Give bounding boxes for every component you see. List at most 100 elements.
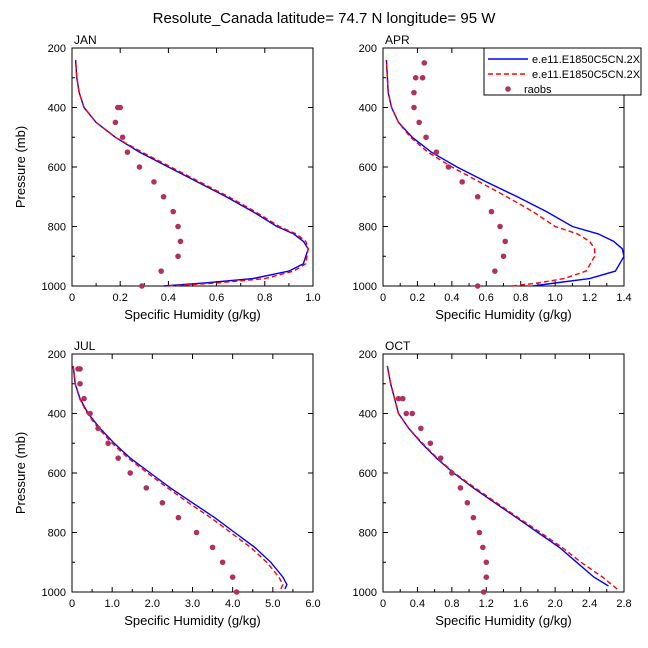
x-tick-label: 2.8 [616, 598, 631, 610]
x-tick-label: 2.0 [547, 598, 562, 610]
raobs-point [403, 410, 410, 417]
raobs-point [474, 193, 481, 200]
x-tick-label: 0.4 [444, 292, 459, 304]
y-tick-label: 400 [48, 103, 66, 115]
x-tick-label: 0.4 [410, 598, 425, 610]
y-tick-label: 400 [359, 409, 377, 421]
x-tick-label: 1.2 [582, 292, 597, 304]
x-tick-label: 0.6 [479, 292, 494, 304]
y-tick-label: 1000 [42, 587, 66, 599]
x-tick-label: 0 [380, 292, 386, 304]
x-tick-label: 1.0 [547, 292, 562, 304]
raobs-point [411, 89, 417, 96]
model-line-solid [386, 365, 609, 587]
y-tick-label: 800 [359, 528, 377, 540]
raobs-point [115, 455, 121, 461]
plot-frame [382, 353, 625, 593]
raobs-point [421, 60, 428, 66]
x-tick-label: 0.8 [513, 292, 528, 304]
legend: e.e11.E1850C5CN.2X e.e11.E1850C5CN.2X raob… [483, 47, 642, 96]
x-tick-label: 3.0 [185, 598, 200, 610]
y-tick-label: 400 [359, 103, 377, 115]
figure-title: Resolute_Canada latitude= 74.7 N longitu… [153, 10, 497, 27]
raobs-point [470, 514, 477, 521]
x-tick-label: 0 [69, 292, 75, 304]
panel-jan: JAN 0 0.2 0.4 0.6 0.8 1.0 200 400 600 800 1000 Speci… [13, 33, 321, 322]
raobs-point [483, 559, 490, 566]
raobs-point [77, 366, 83, 372]
legend-label: e.e11.E1850C5CN.2X [532, 69, 641, 81]
raobs-point [416, 119, 422, 126]
raobs-point [151, 179, 157, 185]
legend-label: raobs [524, 84, 552, 96]
y-tick-label: 800 [359, 222, 377, 234]
raobs-point [209, 544, 216, 551]
panel-label: JUL [74, 339, 96, 353]
raobs-point [433, 149, 440, 155]
raobs-point [124, 149, 131, 155]
y-tick-label: 600 [48, 162, 66, 174]
raobs-point [119, 134, 126, 141]
raobs-point [175, 223, 181, 230]
raobs-point [419, 74, 426, 81]
raobs-point [492, 268, 498, 274]
panel-label: OCT [385, 339, 411, 353]
x-tick-label: 1.0 [105, 598, 120, 610]
x-tick-label: 0.4 [161, 292, 176, 304]
legend-marker [505, 86, 511, 92]
raobs-point [87, 410, 93, 417]
raobs-point [127, 470, 134, 476]
y-tick-label: 800 [48, 528, 66, 540]
x-tick-label: 1.4 [616, 292, 631, 304]
raobs-point [95, 425, 101, 432]
y-tick-label: 200 [48, 43, 66, 55]
x-axis-label: Specific Humidity (g/kg) [435, 613, 572, 628]
panels: JAN 0 0.2 0.4 0.6 0.8 1.0 200 400 600 800 1000 Speci… [13, 33, 632, 628]
y-tick-label: 200 [359, 43, 377, 55]
x-tick-label: 0.2 [410, 292, 425, 304]
x-tick-label: 2.4 [582, 598, 597, 610]
x-tick-label: 4.0 [225, 598, 240, 610]
x-axis-label: Specific Humidity (g/kg) [435, 307, 572, 322]
raobs-point [488, 208, 495, 215]
raobs-point [158, 268, 164, 274]
x-tick-label: 0 [380, 598, 386, 610]
x-tick-label: 0.6 [209, 292, 224, 304]
raobs-point [170, 208, 177, 215]
model-line-solid [74, 59, 309, 287]
raobs-point [502, 238, 509, 245]
legend-label: e.e11.E1850C5CN.2X [532, 54, 641, 66]
panel-oct: OCT 0 0.4 0.8 1.2 1.6 2.0 2.4 2.8 200 400 600 800 100… [353, 339, 632, 628]
x-tick-label: 0 [69, 598, 75, 610]
raobs-point [423, 134, 429, 141]
x-tick-label: 5.0 [265, 598, 280, 610]
raobs-point [81, 395, 87, 402]
y-axis-label: Pressure (mb) [13, 432, 28, 514]
raobs-point [483, 574, 490, 580]
x-tick-label: 0.8 [257, 292, 272, 304]
raobs-point [500, 253, 507, 260]
raobs-point [117, 104, 123, 111]
raobs-point [219, 559, 226, 566]
model-line-dashed [385, 59, 596, 287]
raobs-point [143, 485, 150, 491]
x-tick-label: 1.6 [513, 598, 528, 610]
raobs-point [445, 164, 452, 170]
raobs-point [480, 589, 487, 595]
y-tick-label: 600 [359, 162, 377, 174]
raobs-point [193, 529, 200, 536]
panel-jul: JUL 0 1.0 2.0 3.0 4.0 5.0 6.0 200 400 600 800 1000 Sp… [13, 339, 321, 628]
raobs-point [449, 470, 455, 476]
y-tick-label: 200 [359, 349, 377, 361]
panel-label: JAN [74, 33, 97, 47]
y-tick-label: 1000 [353, 587, 377, 599]
raobs-point [177, 238, 184, 245]
raobs-point [395, 395, 402, 402]
x-tick-label: 1.2 [479, 598, 494, 610]
raobs-point [409, 410, 416, 417]
plot-frame [71, 353, 314, 593]
y-tick-label: 200 [48, 349, 66, 361]
x-axis-label: Specific Humidity (g/kg) [124, 613, 261, 628]
raobs-point [139, 283, 145, 289]
